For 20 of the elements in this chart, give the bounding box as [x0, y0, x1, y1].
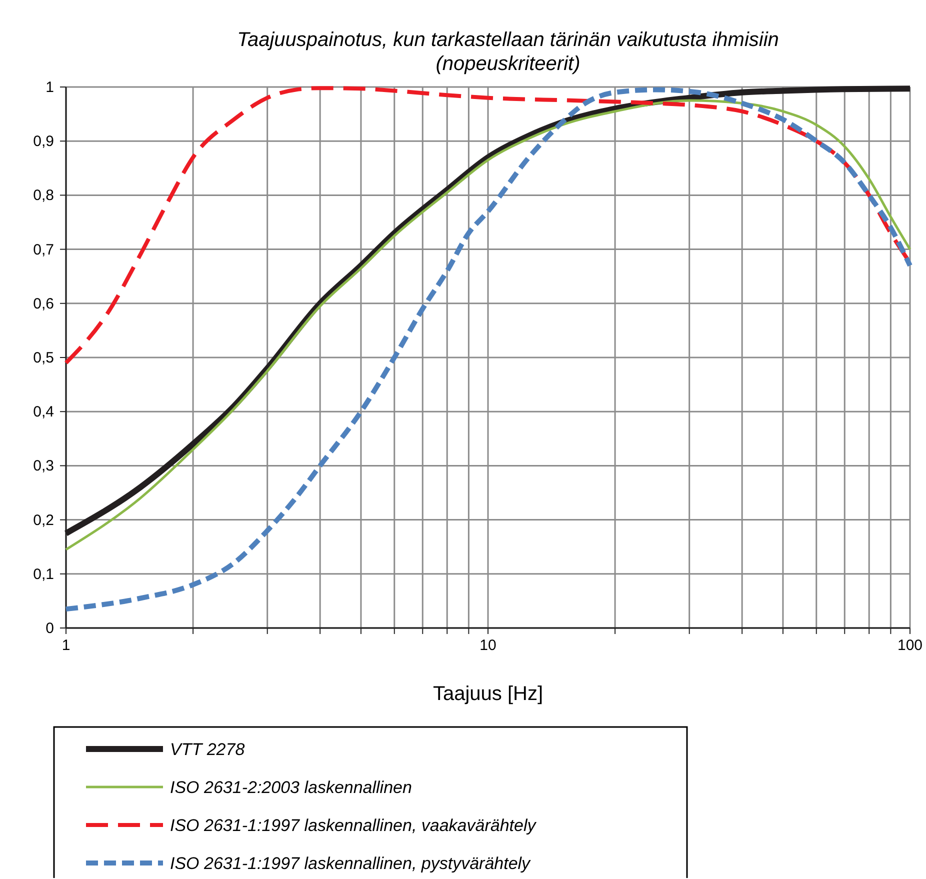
x-tick-label: 10 [480, 637, 496, 654]
y-tick-label: 0,9 [33, 133, 54, 150]
legend-label: ISO 2631-1:1997 laskennallinen, pystyvärähtely [170, 854, 532, 873]
x-axis-title: Taajuus [Hz] [432, 683, 544, 705]
y-tick-label: 0,6 [33, 295, 54, 312]
y-tick-label: 0,1 [33, 566, 54, 583]
x-tick-label: 1 [62, 637, 70, 654]
y-tick-label: 0,7 [33, 241, 54, 258]
y-tick-label: 0,4 [33, 404, 54, 421]
y-tick-label: 0,3 [33, 458, 54, 475]
y-tick-label: 0,8 [33, 187, 54, 204]
y-tick-label: 0,2 [33, 512, 54, 529]
x-tick-label: 100 [897, 637, 923, 654]
legend-label: ISO 2631-2:2003 laskennallinen [170, 778, 412, 797]
y-tick-label: 0 [46, 620, 54, 637]
legend-label: VTT 2278 [170, 740, 246, 759]
legend-label: ISO 2631-1:1997 laskennallinen, vaakavärähtely [170, 816, 538, 835]
y-tick-label: 0,5 [33, 350, 54, 366]
y-tick-label: 1 [46, 79, 54, 96]
chart-title: Taajuuspainotus, kun tarkastellaan tärinän vaikutusta ihmisiin (nopeuskriteerit) [237, 29, 779, 75]
